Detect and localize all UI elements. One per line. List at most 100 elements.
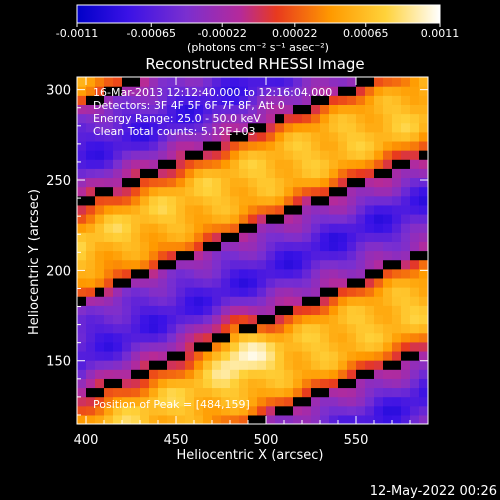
heatmap-cell <box>176 223 186 233</box>
heatmap-cell <box>113 159 123 169</box>
heatmap-cell <box>131 177 141 188</box>
heatmap-cell <box>158 177 168 188</box>
heatmap-cell <box>104 296 114 306</box>
heatmap-cell <box>239 405 249 416</box>
heatmap-cell <box>131 360 141 370</box>
heatmap-cell <box>248 414 258 424</box>
heatmap-cell <box>347 77 357 87</box>
heatmap-cell <box>392 296 402 306</box>
heatmap-cell <box>113 268 123 279</box>
heatmap-cell <box>347 296 357 306</box>
heatmap-cell <box>410 405 420 416</box>
heatmap-cell <box>329 287 339 297</box>
heatmap-cell <box>293 250 303 261</box>
heatmap-cell <box>347 140 357 151</box>
heatmap-cell <box>275 405 285 416</box>
heatmap-cell <box>419 159 428 169</box>
heatmap-cell <box>95 387 105 398</box>
heatmap-cell <box>401 77 411 87</box>
heatmap-cell <box>176 150 186 160</box>
heatmap-cell <box>194 104 204 115</box>
heatmap-cell <box>302 241 312 252</box>
heatmap-cell <box>185 159 195 169</box>
heatmap-cell <box>149 204 159 215</box>
heatmap-cell <box>410 150 420 160</box>
heatmap-cell <box>212 323 222 334</box>
heatmap-cell <box>374 223 384 233</box>
heatmap-cell <box>284 241 294 252</box>
heatmap-cell <box>230 86 240 96</box>
heatmap-cell <box>194 305 204 316</box>
heatmap-cell <box>203 396 213 407</box>
heatmap-cell <box>293 140 303 151</box>
heatmap-cell <box>311 250 321 261</box>
heatmap-cell <box>77 223 87 233</box>
heatmap-cell <box>392 241 402 252</box>
heatmap-cell <box>338 104 348 115</box>
heatmap-cell <box>185 369 195 379</box>
heatmap-cell <box>212 378 222 389</box>
heatmap-cell <box>383 195 393 206</box>
heatmap-cell <box>374 86 384 96</box>
heatmap-cell <box>392 268 402 279</box>
heatmap-cell <box>140 259 150 270</box>
heatmap-cell <box>401 86 411 96</box>
heatmap-cell <box>122 250 132 261</box>
heatmap-cell <box>176 77 186 87</box>
heatmap-cell <box>374 140 384 151</box>
heatmap-cell <box>104 350 114 361</box>
heatmap-cell <box>104 150 114 160</box>
heatmap-cell <box>113 213 123 224</box>
heatmap-cell <box>383 213 393 224</box>
heatmap-cell <box>194 341 204 352</box>
heatmap-cell <box>320 341 330 352</box>
heatmap-cell <box>257 296 267 306</box>
heatmap-cell <box>257 305 267 316</box>
heatmap-cell <box>140 131 150 142</box>
heatmap-cell <box>311 195 321 206</box>
heatmap-cell <box>257 287 267 297</box>
heatmap-cell <box>77 378 87 389</box>
heatmap-cell <box>365 131 375 142</box>
heatmap-cell <box>176 140 186 151</box>
heatmap-cell <box>113 350 123 361</box>
heatmap-cell <box>86 396 96 407</box>
heatmap-cell <box>410 104 420 115</box>
heatmap-cell <box>284 323 294 334</box>
heatmap-cell <box>230 113 240 124</box>
heatmap-cell <box>149 277 159 288</box>
heatmap-cell <box>104 268 114 279</box>
heatmap-cell <box>149 259 159 270</box>
heatmap-cell <box>302 287 312 297</box>
heatmap-cell <box>410 140 420 151</box>
heatmap-cell <box>338 150 348 160</box>
heatmap-cell <box>248 186 258 197</box>
heatmap-cell <box>401 204 411 215</box>
heatmap-cell <box>365 150 375 160</box>
heatmap-cell <box>365 414 375 424</box>
heatmap-cell <box>158 140 168 151</box>
heatmap-cell <box>149 378 159 389</box>
heatmap-cell <box>275 387 285 398</box>
heatmap-cell <box>365 140 375 151</box>
heatmap-cell <box>248 95 258 105</box>
heatmap-cell <box>266 177 276 188</box>
heatmap-cell <box>275 323 285 334</box>
heatmap-cell <box>302 259 312 270</box>
heatmap-cell <box>203 122 213 133</box>
heatmap-cell <box>158 131 168 142</box>
heatmap-cell <box>347 396 357 407</box>
heatmap-cell <box>194 131 204 142</box>
y-tick-label: 150 <box>46 355 71 370</box>
heatmap-cell <box>77 414 87 424</box>
heatmap-cell <box>410 95 420 105</box>
heatmap-cell <box>329 360 339 370</box>
heatmap-cell <box>365 223 375 233</box>
colorbar: -0.0011 -0.00065 -0.00022 0.00022 0.00065 0.0… <box>56 4 459 54</box>
heatmap-cell <box>131 296 141 306</box>
heatmap-cell <box>302 268 312 279</box>
heatmap-cell <box>419 204 428 215</box>
heatmap-cell <box>320 305 330 316</box>
heatmap-cell <box>419 140 428 151</box>
heatmap-cell <box>257 213 267 224</box>
